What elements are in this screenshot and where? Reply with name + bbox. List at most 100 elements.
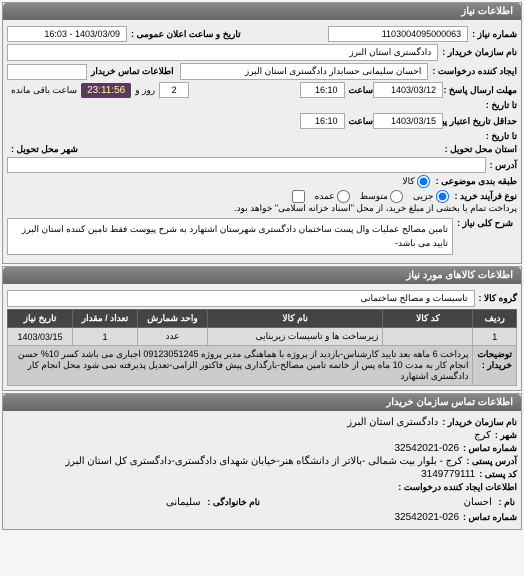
radio-item[interactable] xyxy=(417,175,430,188)
th-code: کد کالا xyxy=(383,310,473,328)
label-creator-phone: شماره تماس : xyxy=(463,512,517,523)
value-buyer-org: دادگستری استان البرز xyxy=(7,44,438,61)
value-general-desc: تامین مصالح عملیات وال پست ساختمان دادگس… xyxy=(7,218,453,255)
cell-qty: 1 xyxy=(73,328,138,346)
row-contact-phone: شماره تماس : 32542021-026 xyxy=(7,443,517,454)
row-address: آدرس : xyxy=(7,157,517,173)
contact-info-panel: اطلاعات تماس سازمان خریدار نام سازمان خر… xyxy=(2,393,522,530)
label-contact-city: شهر : xyxy=(495,430,517,441)
th-qty: تعداد / مقدار xyxy=(73,310,138,328)
row-creator-name: نام : احسان نام خانوادگی : سلیمانی xyxy=(7,495,517,510)
th-date: تاریخ نیاز xyxy=(8,310,73,328)
radio-label-medium: متوسط xyxy=(360,191,388,202)
value-validity-time: 16:10 xyxy=(300,113,345,129)
label-request-creator: ایجاد کننده درخواست : xyxy=(432,66,517,77)
row-seller-class: طبقه بندی موضوعی : کالا xyxy=(7,175,517,188)
value-creator-phone: 32542021-026 xyxy=(395,512,460,523)
label-days: روز و xyxy=(135,85,155,96)
value-creator-name: احسان xyxy=(464,497,492,508)
row-buy-type: نوع فرآیند خرید : جزیی متوسط عمده پرداخت… xyxy=(7,190,517,214)
cell-unit: عدد xyxy=(138,328,208,346)
row-item-group: گروه کالا : تاسیسات و مصالح ساختمانی xyxy=(7,290,517,307)
label-time2: ساعت xyxy=(349,116,374,127)
items-info-body: گروه کالا : تاسیسات و مصالح ساختمانی ردی… xyxy=(3,284,521,390)
value-buyer-contact xyxy=(7,64,87,80)
value-validity-date: 1403/03/15 xyxy=(373,113,443,129)
contact-info-body: نام سازمان خریدار : دادگستری استان البرز… xyxy=(3,411,521,529)
row-creator-info: اطلاعات ایجاد کننده درخواست : xyxy=(7,482,517,493)
label-buyer-notes: توضیحات خریدار : xyxy=(473,346,517,386)
radio-label-bulk: عمده xyxy=(315,191,335,202)
need-info-panel: اطلاعات نیاز شماره نیاز : 11030040950000… xyxy=(2,2,522,264)
label-postal-address: آدرس پستی : xyxy=(466,456,517,467)
label-postal-code: کد پستی : xyxy=(479,469,517,480)
value-contact-phone: 32542021-026 xyxy=(395,443,460,454)
value-postal-address: کرج - بلوار بیت شمالی -بالاتر از دانشگاه… xyxy=(65,456,462,467)
row-general-desc: شرح کلی نیاز : تامین مصالح عملیات وال پس… xyxy=(7,216,517,257)
label-min-validity-to: تا تاریخ : xyxy=(447,131,517,142)
label-buyer-org: نام سازمان خریدار : xyxy=(442,47,517,58)
label-delivery-province: استان محل تحویل : xyxy=(445,144,517,155)
table-row: 1 زیرساخت ها و تاسیسات زیربنایی عدد 1 14… xyxy=(8,328,517,346)
radio-label-item: کالا xyxy=(402,176,414,187)
row-creator-phone: شماره تماس : 32542021-026 xyxy=(7,512,517,523)
value-deadline-date: 1403/03/12 xyxy=(373,82,443,98)
cell-code xyxy=(383,328,473,346)
label-contact-org: نام سازمان خریدار : xyxy=(442,417,517,428)
value-address xyxy=(7,157,486,173)
table-notes-row: توضیحات خریدار : پرداخت 6 ماهه بعد تایید… xyxy=(8,346,517,386)
row-to-date2: تا تاریخ : xyxy=(7,131,517,142)
row-postal-code: کد پستی : 3149779111 xyxy=(7,469,517,480)
label-request-number: شماره نیاز : xyxy=(472,29,517,40)
label-remaining: ساعت باقی مانده xyxy=(11,85,77,96)
value-contact-city: کرج xyxy=(474,430,491,441)
label-item-group: گروه کالا : xyxy=(479,293,517,304)
row-request-creator: ایجاد کننده درخواست : احسان سلیمانی حساب… xyxy=(7,63,517,80)
value-postal-code: 3149779111 xyxy=(421,469,475,480)
radio-medium[interactable] xyxy=(390,190,403,203)
row-delivery-loc: استان محل تحویل : شهر محل تحویل : xyxy=(7,144,517,155)
value-announce-datetime: 1403/03/09 - 16:03 xyxy=(7,26,127,42)
label-creator-family: نام خانوادگی : xyxy=(207,497,260,507)
cell-date: 1403/03/15 xyxy=(8,328,73,346)
row-to-date1: تا تاریخ : xyxy=(7,100,517,111)
items-info-header: اطلاعات کالاهای مورد نیاز xyxy=(3,267,521,284)
label-buyer-contact: اطلاعات تماس خریدار xyxy=(91,66,174,77)
label-creator-name: نام : xyxy=(499,497,515,507)
table-header-row: ردیف کد کالا نام کالا واحد شمارش تعداد /… xyxy=(8,310,517,328)
label-time1: ساعت xyxy=(349,85,374,96)
value-contact-org: دادگستری استان البرز xyxy=(347,417,438,428)
cell-row: 1 xyxy=(473,328,517,346)
items-info-panel: اطلاعات کالاهای مورد نیاز گروه کالا : تا… xyxy=(2,266,522,391)
label-buy-type: نوع فرآیند خرید : xyxy=(455,191,518,202)
cell-name: زیرساخت ها و تاسیسات زیربنایی xyxy=(208,328,383,346)
countdown-days: 2 xyxy=(159,82,189,98)
th-name: نام کالا xyxy=(208,310,383,328)
row-validity: حداقل تاریخ اعتبار پیشنهاد : 1403/03/15 … xyxy=(7,113,517,129)
label-general-desc: شرح کلی نیاز : xyxy=(457,216,517,231)
items-table: ردیف کد کالا نام کالا واحد شمارش تعداد /… xyxy=(7,309,517,386)
th-unit: واحد شمارش xyxy=(138,310,208,328)
label-seller-class: طبقه بندی موضوعی : xyxy=(436,176,517,187)
label-deadline-send: مهلت ارسال پاسخ : xyxy=(447,85,517,96)
row-contact-city: شهر : کرج xyxy=(7,430,517,441)
label-delivery-city: شهر محل تحویل : xyxy=(11,144,78,155)
value-creator-family: سلیمانی xyxy=(166,497,201,508)
radio-bulk[interactable] xyxy=(337,190,350,203)
th-row: ردیف xyxy=(473,310,517,328)
checkbox-treasury[interactable] xyxy=(292,190,305,203)
countdown-time: 23:11:56 xyxy=(81,83,131,98)
need-info-body: شماره نیاز : 1103004095000063 تاریخ و سا… xyxy=(3,20,521,263)
row-request-number: شماره نیاز : 1103004095000063 تاریخ و سا… xyxy=(7,26,517,42)
value-request-number: 1103004095000063 xyxy=(328,26,468,42)
value-item-group: تاسیسات و مصالح ساختمانی xyxy=(7,290,475,307)
radio-partial[interactable] xyxy=(436,190,449,203)
label-check-text: پرداخت تمام یا بخشی از مبلغ خرید، از محل… xyxy=(234,203,517,214)
value-deadline-time: 16:10 xyxy=(300,82,345,98)
row-deadline: مهلت ارسال پاسخ : 1403/03/12 ساعت 16:10 … xyxy=(7,82,517,98)
row-buyer-org: نام سازمان خریدار : دادگستری استان البرز xyxy=(7,44,517,61)
label-to-date1: تا تاریخ : xyxy=(447,100,517,111)
label-min-validity: حداقل تاریخ اعتبار پیشنهاد : xyxy=(447,116,517,127)
row-postal-address: آدرس پستی : کرج - بلوار بیت شمالی -بالات… xyxy=(7,456,517,467)
label-announce-datetime: تاریخ و ساعت اعلان عمومی : xyxy=(131,29,241,40)
